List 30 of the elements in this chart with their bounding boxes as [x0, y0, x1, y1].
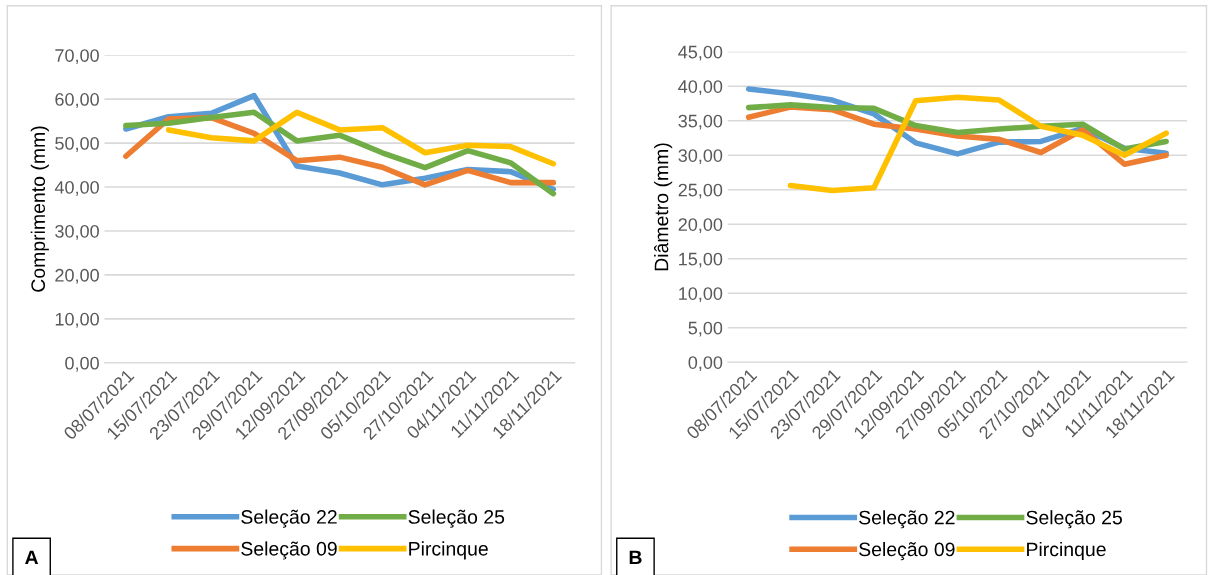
legend-label: Pircinque — [409, 541, 488, 560]
y-tick-label: 40,00 — [678, 80, 723, 96]
y-axis-title: Diâmetro (mm) — [654, 143, 673, 271]
y-tick-label: 10,00 — [679, 287, 723, 303]
y-tick-label: 25,00 — [678, 183, 723, 199]
legend-label: Seleção 22 — [859, 510, 955, 529]
legend-label: Seleção 25 — [408, 509, 505, 528]
y-tick-label: 15,00 — [679, 252, 723, 268]
y-tick-label: 5,00 — [688, 321, 723, 337]
y-tick-label: 60,00 — [55, 93, 99, 108]
text: A — [25, 550, 39, 565]
y-tick-label: 0,00 — [65, 356, 99, 372]
y-tick-label: 50,00 — [55, 137, 99, 152]
legend-label: Seleção 22 — [241, 509, 337, 528]
y-tick-label: 20,00 — [55, 268, 99, 284]
y-axis-title: Comprimento (mm) — [30, 126, 49, 292]
y-tick-label: 70,00 — [55, 49, 99, 65]
y-tick-label: 30,00 — [55, 224, 99, 240]
text: B — [629, 550, 642, 565]
y-tick-label: 20,00 — [678, 218, 723, 234]
legend-label: Seleção 09 — [241, 541, 337, 560]
y-tick-label: 10,00 — [55, 312, 99, 328]
y-tick-label: 0,00 — [688, 356, 723, 372]
y-tick-label: 40,00 — [54, 180, 99, 196]
y-tick-label: 35,00 — [678, 114, 723, 130]
y-tick-label: 45,00 — [678, 45, 723, 61]
y-tick-label: 30,00 — [678, 149, 723, 165]
legend-label: Seleção 09 — [859, 541, 955, 561]
legend-label: Pircinque — [1027, 541, 1106, 561]
legend-label: Seleção 25 — [1026, 510, 1122, 529]
